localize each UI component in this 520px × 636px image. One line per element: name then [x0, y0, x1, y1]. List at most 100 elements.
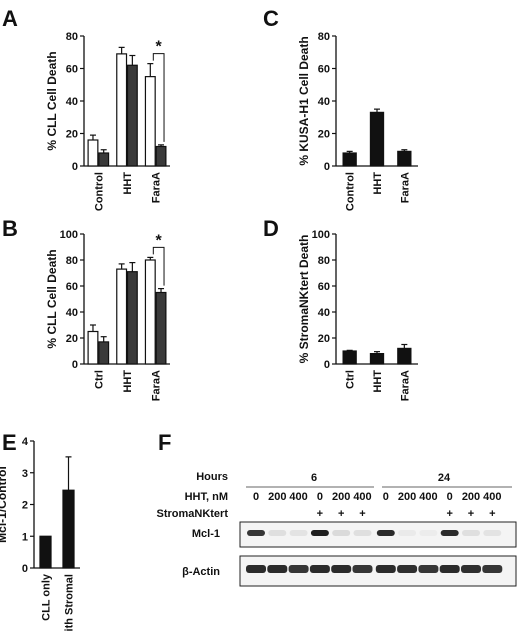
y-tick-label: 0 [324, 161, 330, 173]
y-tick-label: 60 [318, 281, 330, 293]
x-tick-label: FaraA [151, 370, 163, 401]
y-tick-label: 20 [66, 333, 78, 345]
bar-e-1-0 [62, 489, 75, 569]
hht-lane-label: 400 [483, 491, 501, 503]
bar-d-2-0 [397, 347, 412, 365]
hht-lane-label: 0 [383, 491, 389, 503]
panel-label-b: B [2, 216, 18, 241]
actin-band [375, 565, 396, 573]
x-tick-label: Control [93, 172, 105, 211]
y-tick-label: 20 [66, 129, 78, 141]
y-tick-label: 0 [72, 161, 78, 173]
y-tick-label: 40 [318, 307, 330, 319]
mcl1-band [483, 530, 502, 536]
bar-a-0-1 [98, 152, 110, 167]
panel-label-a: A [2, 6, 18, 31]
significance-bracket [152, 53, 165, 142]
panel-label-e: E [2, 430, 17, 455]
y-tick-label: 1 [22, 531, 28, 543]
y-tick-label: 60 [318, 64, 330, 76]
x-tick-label: HHT [372, 172, 384, 195]
stroma-lane-label: + [317, 508, 323, 520]
actin-band [461, 565, 481, 573]
actin-band [309, 565, 330, 573]
mcl1-bands [247, 530, 502, 536]
hour-group-label-6: 6 [311, 472, 317, 484]
western-blot: Hours HHT, nM StromaNKtert Mcl-1 β-Actin… [156, 471, 517, 587]
x-tick-label: With Stromal [64, 574, 76, 631]
y-tick-label: 3 [22, 468, 28, 480]
mcl1-band [440, 530, 459, 536]
mcl1-band [247, 530, 265, 536]
hht-lane-label: 400 [353, 491, 371, 503]
mcl1-band [332, 530, 351, 536]
y-tick-label: 40 [318, 96, 330, 108]
stroma-lane-label: + [338, 508, 344, 520]
y-tick-label: 40 [66, 307, 78, 319]
significance-star: * [156, 39, 163, 56]
mcl1-band [398, 530, 417, 536]
x-tick-label: HHT [372, 370, 384, 393]
mcl1-band [462, 530, 480, 536]
bar-a-2-0 [144, 76, 156, 167]
x-tick-label: FaraA [151, 172, 163, 203]
bar-d-0-0 [342, 350, 357, 365]
stroma-lane-label: + [468, 508, 474, 520]
actin-band [288, 565, 309, 573]
panel-label-f: F [158, 430, 171, 455]
y-tick-label: 0 [22, 563, 28, 575]
actin-bands [246, 565, 503, 573]
hht-lane-label: 0 [253, 491, 259, 503]
x-tick-label: FaraA [399, 370, 411, 401]
blot-label-hht: HHT, nM [185, 491, 228, 503]
x-tick-label: FaraA [399, 172, 411, 203]
bar-b-1-0 [116, 268, 128, 365]
y-tick-label: 80 [318, 255, 330, 267]
actin-band [352, 565, 373, 573]
panel-label-d: D [263, 216, 279, 241]
actin-band [482, 565, 503, 573]
bar-c-1-0 [369, 111, 385, 167]
hht-lane-label: 200 [332, 491, 350, 503]
panel-label-c: C [263, 6, 279, 31]
blot-lanes: 0 200 400 0+200+400+0 200 400 0+200+400+ [253, 491, 502, 520]
hour-group-label-24: 24 [438, 472, 451, 484]
chart-b: 0 20 40 60 80 100% CLL Cell Death Ctrl HHT FaraA… [45, 229, 170, 401]
actin-band [331, 565, 352, 573]
chart-e: 0 1 2 3 4 Mcl-1/Control CLL only With Stromal [0, 436, 80, 636]
mcl1-band [419, 530, 438, 536]
y-tick-label: 0 [72, 359, 78, 371]
stroma-lane-label: + [359, 508, 365, 520]
y-tick-label: 80 [318, 31, 330, 43]
mcl1-band [268, 530, 287, 536]
y-axis-label: % KUSA-H1 Cell Death [297, 36, 311, 165]
y-tick-label: 20 [318, 129, 330, 141]
hht-lane-label: 200 [398, 491, 416, 503]
bar-c-0-0 [342, 152, 357, 167]
actin-band [397, 565, 418, 573]
actin-band [439, 565, 460, 573]
stroma-lane-label: + [446, 508, 452, 520]
bar-a-0-0 [87, 139, 99, 167]
blot-label-stroma: StromaNKtert [156, 508, 228, 520]
bar-b-0-0 [87, 330, 99, 365]
bar-d-1-0 [369, 353, 385, 365]
bar-b-0-1 [98, 341, 110, 365]
hht-lane-label: 200 [268, 491, 286, 503]
y-tick-label: 2 [22, 500, 28, 512]
y-tick-label: 100 [312, 229, 330, 241]
x-tick-label: Ctrl [93, 370, 105, 389]
y-tick-label: 0 [324, 359, 330, 371]
significance-bracket [152, 246, 165, 286]
mcl1-band [376, 530, 395, 536]
bar-a-1-1 [126, 64, 138, 167]
x-tick-label: HHT [122, 370, 134, 393]
y-tick-label: 20 [318, 333, 330, 345]
significance-star: * [156, 232, 163, 249]
mcl1-band [310, 530, 329, 536]
bar-a-2-1 [155, 145, 167, 167]
actin-band [418, 565, 439, 573]
stroma-lane-label: + [489, 508, 495, 520]
y-tick-label: 4 [22, 436, 29, 448]
